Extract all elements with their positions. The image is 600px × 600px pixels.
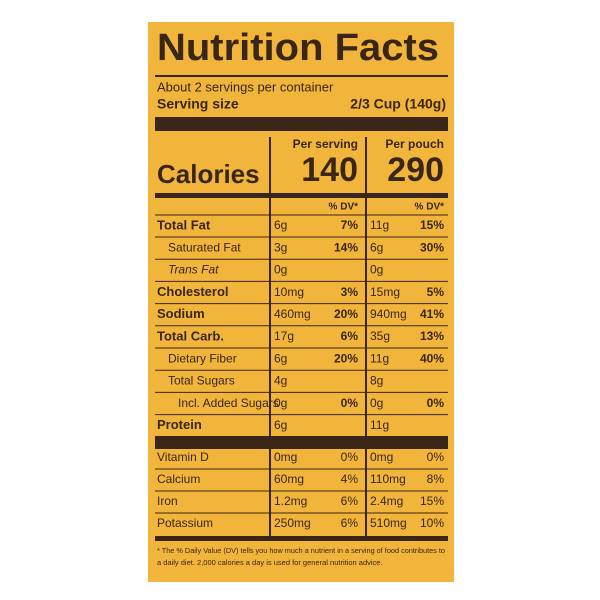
amount: 510mg: [370, 516, 407, 530]
amount: 110mg: [370, 472, 406, 486]
nutrient-name: Calcium: [157, 472, 200, 486]
amount: 15mg: [370, 285, 400, 299]
nutrient-name: Dietary Fiber: [168, 351, 237, 365]
medium-rule: [155, 193, 448, 198]
amount: 2.4mg: [370, 494, 403, 508]
amount: 0mg: [370, 450, 393, 464]
serving-size-value: 2/3 Cup (140g): [350, 96, 446, 112]
daily-value: 13%: [420, 329, 444, 343]
amount: 11g: [370, 218, 389, 232]
amount: 0g: [274, 396, 287, 410]
amount: 940mg: [370, 307, 407, 321]
nutrient-name: Total Fat: [157, 217, 211, 232]
daily-value: 5%: [427, 285, 445, 299]
nutrient-name: Incl. Added Sugars: [178, 396, 279, 410]
serving-size-label: Serving size: [157, 96, 239, 112]
footnote: * The % Daily Value (DV) tells you how m…: [157, 546, 445, 555]
nutrient-name: Sodium: [157, 306, 205, 321]
amount: 35g: [370, 329, 390, 343]
nutrient-name: Trans Fat: [168, 263, 219, 277]
daily-value: 3%: [341, 285, 359, 299]
nutrient-name: Saturated Fat: [168, 240, 241, 254]
calories-label: Calories: [157, 159, 260, 189]
daily-value: 0%: [427, 396, 445, 410]
amount: 11g: [370, 351, 389, 365]
amount: 6g: [370, 240, 383, 254]
title: Nutrition Facts: [157, 27, 439, 69]
daily-value: 6%: [341, 329, 359, 343]
nutrient-name: Total Carb.: [157, 328, 224, 343]
dv-header: % DV*: [415, 202, 445, 213]
daily-value: 7%: [341, 218, 359, 232]
column-header: Per serving: [293, 137, 358, 151]
amount: 8g: [370, 374, 383, 388]
amount: 10mg: [274, 285, 304, 299]
daily-value: 40%: [420, 351, 444, 365]
daily-value: 41%: [420, 307, 444, 321]
calories-value: 290: [387, 151, 444, 189]
amount: 17g: [274, 329, 294, 343]
amount: 6g: [274, 418, 287, 432]
nutrient-name: Iron: [157, 494, 178, 508]
calories-value: 140: [301, 151, 358, 189]
daily-value: 0%: [341, 450, 359, 464]
amount: 0g: [370, 396, 383, 410]
daily-value: 15%: [420, 494, 444, 508]
daily-value: 15%: [420, 218, 444, 232]
nutrient-name: Protein: [157, 417, 202, 432]
amount: 6g: [274, 218, 287, 232]
thick-rule: [155, 436, 448, 449]
thick-rule: [155, 117, 448, 131]
daily-value: 0%: [341, 396, 359, 410]
amount: 3g: [274, 240, 287, 254]
dv-header: % DV*: [329, 202, 359, 213]
medium-rule: [155, 536, 448, 541]
amount: 0g: [274, 263, 287, 277]
daily-value: 14%: [334, 240, 358, 254]
nutrient-name: Total Sugars: [168, 374, 235, 388]
amount: 4g: [274, 374, 287, 388]
daily-value: 10%: [420, 516, 444, 530]
amount: 250mg: [274, 516, 311, 530]
amount: 1.2mg: [274, 494, 307, 508]
daily-value: 6%: [341, 494, 359, 508]
label-panel: [148, 22, 454, 582]
daily-value: 30%: [420, 240, 444, 254]
daily-value: 8%: [427, 472, 445, 486]
daily-value: 6%: [341, 516, 359, 530]
footnote: a daily diet. 2,000 calories a day is us…: [157, 558, 383, 567]
amount: 60mg: [274, 472, 304, 486]
daily-value: 20%: [334, 351, 358, 365]
daily-value: 0%: [427, 450, 445, 464]
daily-value: 20%: [334, 307, 358, 321]
column-header: Per pouch: [385, 137, 444, 151]
servings: About 2 servings per container: [157, 79, 334, 94]
amount: 0mg: [274, 450, 297, 464]
nutrient-name: Potassium: [157, 516, 213, 530]
amount: 460mg: [274, 307, 311, 321]
nutrient-name: Cholesterol: [157, 284, 229, 299]
nutrient-name: Vitamin D: [157, 450, 209, 464]
amount: 6g: [274, 351, 287, 365]
daily-value: 4%: [341, 472, 359, 486]
amount: 0g: [370, 263, 383, 277]
amount: 11g: [370, 418, 389, 432]
